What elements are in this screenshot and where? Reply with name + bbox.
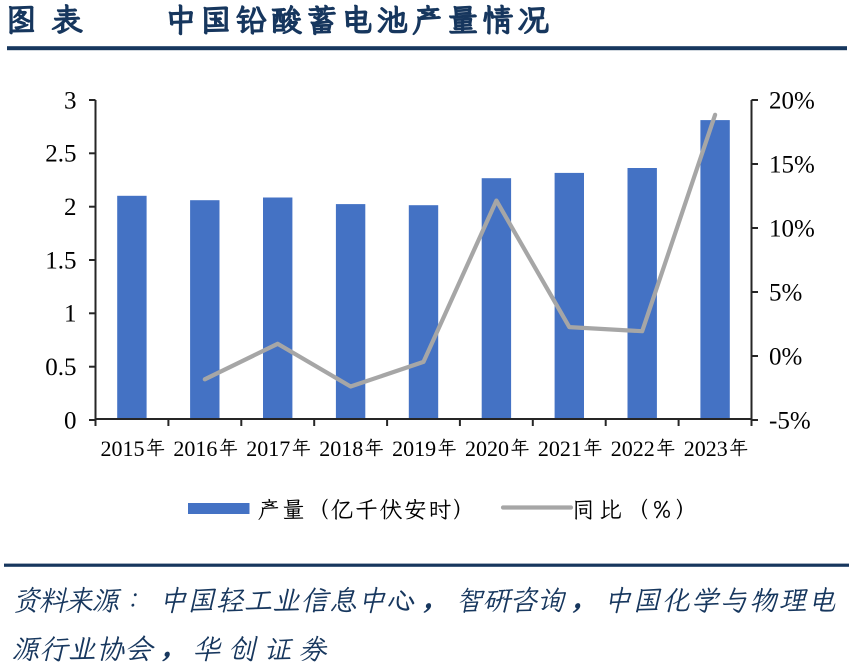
svg-text:2: 2 xyxy=(64,194,77,221)
svg-text:2023: 2023 xyxy=(684,436,728,461)
svg-text:2017: 2017 xyxy=(246,436,290,461)
svg-text:2018: 2018 xyxy=(319,436,363,461)
svg-text:-5%: -5% xyxy=(769,407,811,434)
svg-text:2016: 2016 xyxy=(173,436,217,461)
svg-text:0: 0 xyxy=(64,407,77,434)
svg-text:3: 3 xyxy=(64,87,77,114)
svg-text:2022: 2022 xyxy=(611,436,655,461)
svg-text:1: 1 xyxy=(64,301,77,328)
svg-text:2021: 2021 xyxy=(538,436,582,461)
svg-text:2.5: 2.5 xyxy=(45,141,76,168)
svg-text:2020: 2020 xyxy=(465,436,509,461)
svg-text:20%: 20% xyxy=(769,87,815,114)
svg-text:2015: 2015 xyxy=(101,436,145,461)
svg-text:1.5: 1.5 xyxy=(45,247,76,274)
svg-text:5%: 5% xyxy=(769,279,802,306)
svg-text:2019: 2019 xyxy=(392,436,436,461)
svg-text:15%: 15% xyxy=(769,151,815,178)
svg-text:10%: 10% xyxy=(769,215,815,242)
svg-text:0.5: 0.5 xyxy=(45,354,76,381)
svg-text:0%: 0% xyxy=(769,343,802,370)
